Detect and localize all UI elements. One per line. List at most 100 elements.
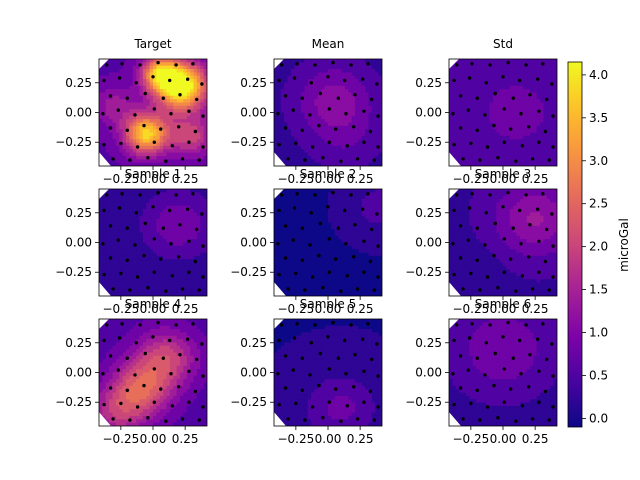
y-tick-label: 0.00 — [415, 236, 442, 250]
station-point — [502, 367, 506, 371]
station-point — [501, 205, 505, 209]
station-point — [547, 158, 551, 162]
station-point — [133, 113, 137, 117]
station-point — [524, 63, 528, 67]
x-tick-label: 0.00 — [490, 302, 517, 316]
station-point — [193, 389, 198, 394]
station-point — [101, 112, 105, 116]
panel-title: Std — [493, 37, 513, 51]
y-tick-label: −0.25 — [405, 395, 442, 409]
station-point — [174, 193, 178, 197]
hull-mask — [449, 152, 461, 166]
station-point — [485, 275, 490, 279]
colorbar-tick-label: 3.0 — [589, 154, 608, 168]
station-point — [291, 108, 295, 112]
y-tick-label: −0.25 — [55, 135, 92, 149]
station-point — [119, 141, 123, 146]
station-point — [178, 353, 182, 357]
station-point — [152, 400, 156, 404]
station-point — [451, 242, 455, 246]
y-tick-label: −0.25 — [55, 265, 92, 279]
station-point — [530, 417, 535, 421]
station-point — [496, 416, 500, 420]
station-point — [527, 125, 531, 129]
station-point — [277, 338, 281, 343]
station-point — [108, 386, 113, 390]
station-point — [138, 63, 142, 67]
station-point — [308, 243, 312, 247]
station-point — [318, 351, 322, 356]
station-point — [455, 63, 459, 67]
station-point — [334, 127, 338, 131]
hull-mask — [274, 412, 286, 426]
station-point — [355, 417, 360, 421]
station-point — [105, 193, 109, 197]
station-point — [543, 389, 548, 394]
hull-mask — [99, 412, 111, 426]
station-point — [488, 63, 492, 67]
x-tick-label: −0.25 — [277, 302, 314, 316]
station-point — [180, 417, 185, 421]
station-point — [146, 416, 150, 420]
station-point — [550, 342, 554, 346]
x-tick-label: −0.25 — [277, 172, 314, 186]
station-point — [530, 287, 535, 291]
station-point — [372, 418, 376, 422]
station-point — [467, 206, 472, 210]
station-point — [195, 97, 199, 102]
y-tick-label: 0.00 — [240, 106, 267, 120]
station-point — [197, 288, 201, 292]
station-point — [368, 129, 373, 134]
station-point — [280, 323, 284, 327]
heatmap-field — [274, 59, 382, 166]
station-point — [300, 258, 304, 262]
station-point — [277, 78, 281, 83]
x-tick-label: 0.25 — [172, 432, 199, 446]
station-point — [520, 404, 524, 408]
station-point — [178, 223, 182, 227]
x-tick-label: −0.25 — [102, 432, 139, 446]
station-point — [343, 78, 347, 83]
panel-title: Sample 2 — [300, 167, 356, 181]
station-point — [470, 62, 474, 66]
station-point — [321, 286, 325, 290]
station-point — [518, 78, 522, 83]
station-point — [277, 402, 281, 407]
station-point — [134, 341, 138, 345]
x-tick-label: 0.25 — [347, 172, 374, 186]
station-point — [355, 157, 360, 161]
station-point — [518, 208, 522, 213]
station-point — [493, 351, 497, 356]
station-point — [143, 351, 147, 356]
station-point — [116, 368, 121, 372]
station-point — [345, 144, 349, 148]
hull-mask — [449, 59, 459, 69]
station-point — [469, 401, 473, 406]
station-point — [458, 256, 463, 260]
station-point — [125, 258, 129, 262]
station-point — [509, 257, 513, 261]
hull-mask — [449, 412, 461, 426]
station-point — [331, 190, 335, 195]
station-point — [547, 418, 551, 422]
station-point — [466, 108, 470, 112]
station-point — [545, 357, 549, 362]
y-tick-label: 0.25 — [240, 76, 267, 90]
station-point — [276, 112, 280, 116]
station-point — [277, 208, 281, 213]
station-point — [361, 337, 365, 341]
station-point — [111, 417, 115, 421]
x-tick-label: 0.00 — [140, 302, 167, 316]
station-point — [501, 75, 505, 79]
station-point — [537, 109, 541, 114]
station-point — [318, 91, 322, 96]
station-point — [193, 259, 198, 264]
station-point — [520, 274, 524, 278]
y-tick-label: 0.00 — [415, 106, 442, 120]
station-point — [488, 323, 492, 327]
station-point — [362, 140, 366, 144]
station-point — [191, 322, 195, 326]
station-point — [197, 418, 201, 422]
station-point — [362, 400, 366, 404]
